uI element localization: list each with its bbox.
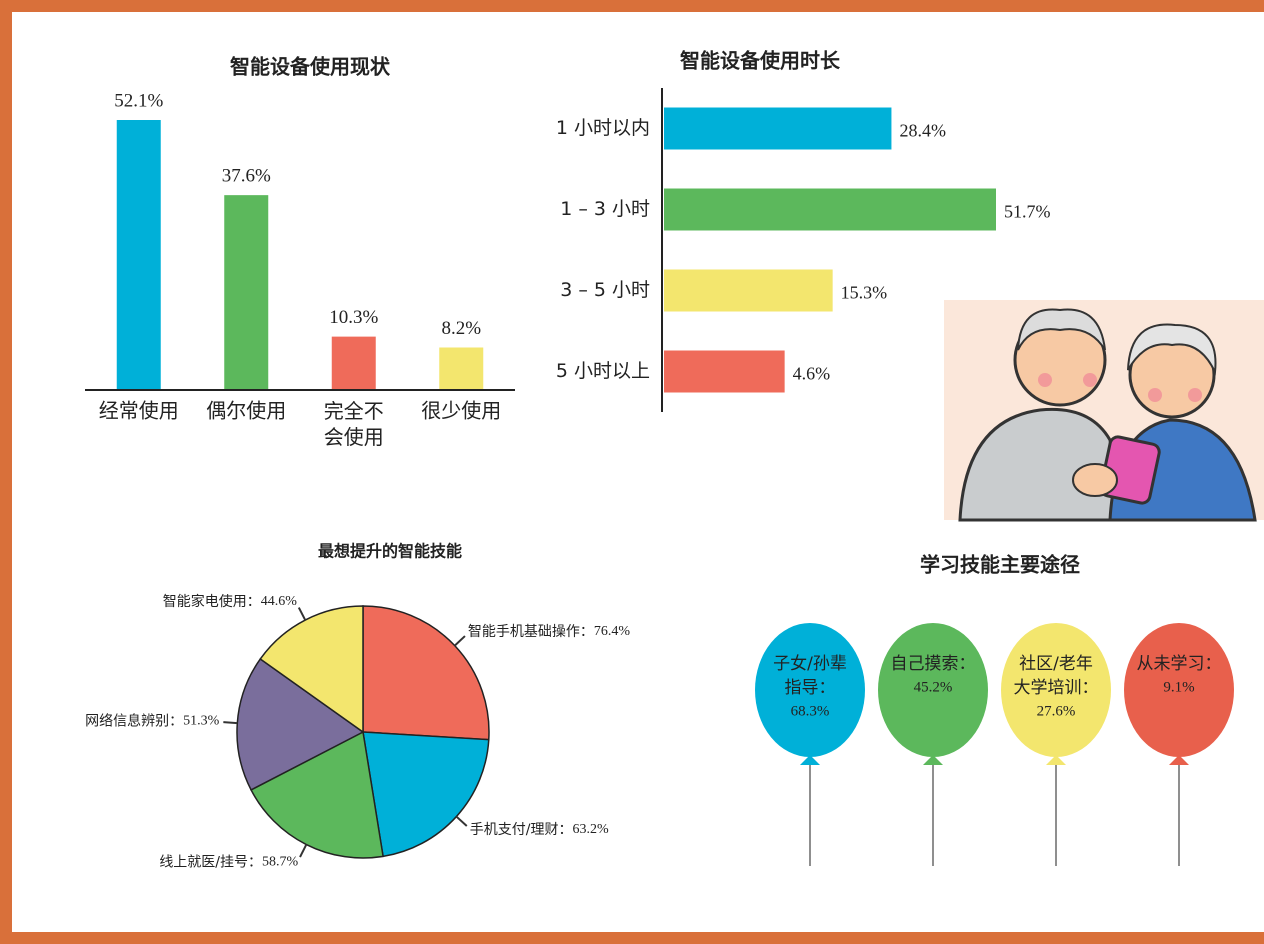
bar [664,189,996,231]
bar [332,337,376,390]
balloon-category: 从未学习： [1137,654,1222,674]
bar [664,108,891,150]
value-label: 37.6% [222,166,271,187]
category-label: 1 – 3 小时 [560,198,650,220]
slice-value: 58.7% [262,855,299,870]
illustration [944,300,1264,520]
slice-category: 网络信息辨别： [85,713,183,730]
slice-category: 智能手机基础操作： [468,623,594,640]
balloon-value: 45.2% [914,679,953,695]
bar [664,270,833,312]
slice-value: 76.4% [594,624,631,639]
bar [664,351,785,393]
bar [224,195,268,390]
chart-title: 智能设备使用时长 [680,49,841,73]
slice-label: 智能手机基础操作：76.4% [468,623,631,640]
value-label: 8.2% [441,318,481,339]
bar [439,348,483,390]
value-label: 51.7% [1004,202,1051,222]
slice-label: 智能家电使用：44.6% [163,593,298,610]
slice-label: 手机支付/理财：63.2% [470,822,609,838]
slice-category: 智能家电使用： [163,593,261,610]
slice-value: 51.3% [183,714,220,729]
category-label: 偶尔使用 [206,399,286,423]
category-label: 5 小时以上 [556,360,650,382]
value-label: 10.3% [329,307,378,328]
balloon-value: 27.6% [1037,703,1076,719]
balloon-category: 自己摸索： [891,654,976,674]
infographic: 智能设备使用现状52.1%经常使用37.6%偶尔使用10.3%完全不会使用8.2… [0,0,1264,944]
balloon-value: 9.1% [1163,679,1194,695]
category-label: 3 – 5 小时 [560,279,650,301]
slice-category: 手机支付/理财： [470,822,573,838]
slice-value: 63.2% [572,822,609,837]
balloon-value: 68.3% [791,703,830,719]
value-label: 28.4% [899,121,946,141]
category-label: 很少使用 [421,399,501,423]
leader-line [223,722,237,723]
chart-title: 智能设备使用现状 [230,55,391,79]
category-label: 经常使用 [99,399,179,423]
value-label: 4.6% [793,364,831,384]
value-label: 15.3% [841,283,888,303]
chart-title: 学习技能主要途径 [920,553,1080,577]
slice-label: 线上就医/挂号：58.7% [159,854,298,870]
value-label: 52.1% [114,90,163,111]
slice-value: 44.6% [261,594,298,609]
slice-label: 网络信息辨别：51.3% [85,713,220,730]
bar [117,120,161,390]
chart-title: 最想提升的智能技能 [318,542,462,561]
slice-category: 线上就医/挂号： [159,854,262,870]
category-label: 1 小时以内 [556,117,650,139]
